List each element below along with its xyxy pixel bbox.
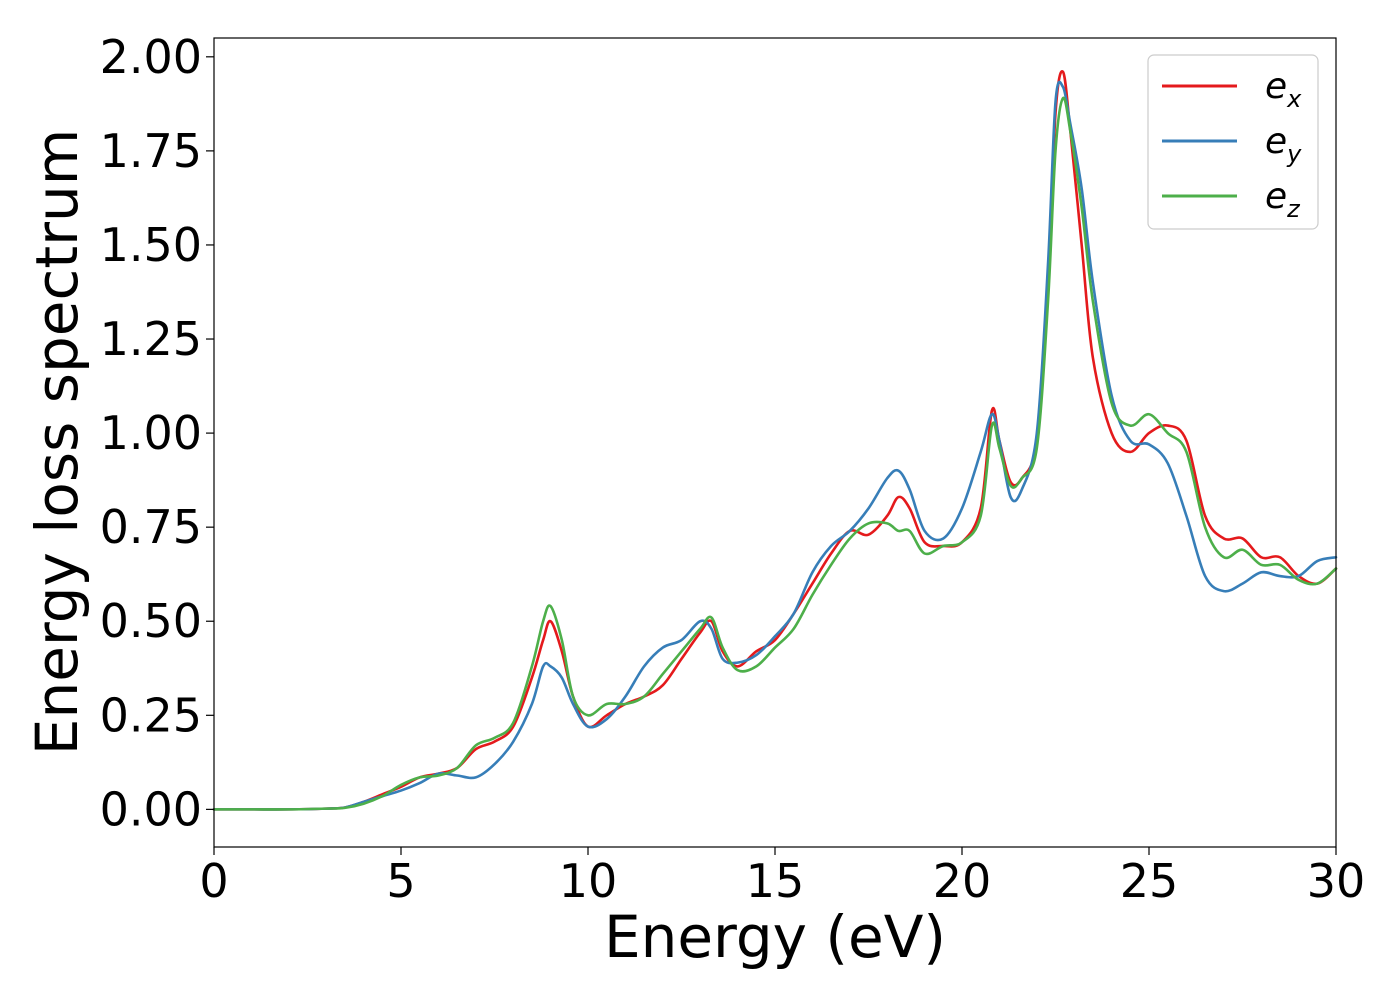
y-tick-label: 1.75 — [100, 124, 202, 178]
x-tick-label: 25 — [1120, 854, 1179, 908]
y-tick-label: 1.50 — [100, 218, 202, 272]
x-axis-ticks: 0 5 10 15 20 25 30 — [199, 847, 1365, 908]
x-tick-label: 10 — [559, 854, 618, 908]
x-tick-label: 5 — [386, 854, 415, 908]
x-tick-label: 15 — [746, 854, 805, 908]
y-tick-label: 2.00 — [100, 30, 202, 84]
legend-label-z: ez — [1265, 176, 1301, 223]
x-tick-label: 20 — [933, 854, 992, 908]
legend-label-x: ex — [1265, 66, 1302, 113]
x-tick-label: 0 — [199, 854, 228, 908]
legend: ex ey ez — [1147, 54, 1319, 230]
legend-label-y: ey — [1265, 121, 1302, 168]
y-axis-title: Energy loss spectrum — [23, 129, 91, 755]
y-tick-label: 0.00 — [100, 782, 202, 836]
y-tick-label: 0.25 — [100, 688, 202, 742]
y-tick-label: 1.25 — [100, 312, 202, 366]
y-axis-ticks: 0.00 0.25 0.50 0.75 1.00 1.25 1.50 1.75 2.00 — [100, 30, 214, 836]
x-axis-title: Energy (eV) — [604, 903, 946, 971]
y-tick-label: 0.75 — [100, 500, 202, 554]
series-line-z — [212, 96, 1338, 811]
series-lines — [212, 70, 1338, 811]
x-tick-label: 30 — [1307, 854, 1366, 908]
series-line-y — [212, 80, 1338, 811]
y-tick-label: 0.50 — [100, 594, 202, 648]
y-tick-label: 1.00 — [100, 406, 202, 460]
